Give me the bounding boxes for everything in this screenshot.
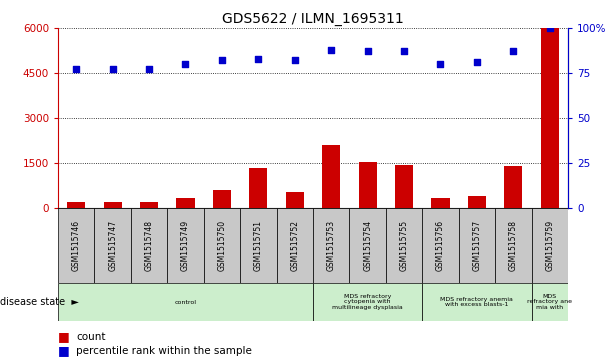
Point [472,59,482,65]
Bar [423,208,458,283]
Text: disease state  ►: disease state ► [0,297,79,307]
Bar [359,162,377,208]
Text: GSM1515756: GSM1515756 [436,220,445,271]
Text: GSM1515749: GSM1515749 [181,220,190,271]
Point [254,56,263,61]
Bar [495,208,531,283]
Point [399,49,409,54]
Bar [249,167,268,208]
Point [181,61,190,67]
Text: MDS
refractory ane
mia with: MDS refractory ane mia with [527,294,572,310]
Text: count: count [76,332,106,342]
Point [508,49,518,54]
Point [108,66,117,72]
Text: MDS refractory anemia
with excess blasts-1: MDS refractory anemia with excess blasts… [440,297,513,307]
Text: MDS refractory
cytopenia with
multilineage dysplasia: MDS refractory cytopenia with multilinea… [332,294,403,310]
Bar [240,208,277,283]
Bar [204,208,240,283]
Text: control: control [174,299,196,305]
Bar [350,208,386,283]
Bar [322,145,340,208]
Bar [468,196,486,208]
Bar [94,208,131,283]
Point [144,66,154,72]
Text: percentile rank within the sample: percentile rank within the sample [76,346,252,356]
Bar [458,208,495,283]
Point [363,49,373,54]
Text: ■: ■ [58,344,70,358]
Bar [67,202,85,208]
Bar [103,202,122,208]
Point [217,57,227,63]
Bar [131,208,167,283]
Bar [423,283,531,321]
Text: GSM1515753: GSM1515753 [326,220,336,271]
Text: GSM1515746: GSM1515746 [72,220,81,271]
Point [71,66,81,72]
Title: GDS5622 / ILMN_1695311: GDS5622 / ILMN_1695311 [222,12,404,25]
Bar [313,283,423,321]
Text: GSM1515747: GSM1515747 [108,220,117,271]
Point [290,57,300,63]
Point [545,25,554,31]
Bar [213,190,231,208]
Bar [386,208,423,283]
Bar [277,208,313,283]
Bar [58,283,313,321]
Bar [432,197,449,208]
Text: GSM1515750: GSM1515750 [218,220,226,271]
Bar [504,166,522,208]
Bar [541,28,559,208]
Text: GSM1515757: GSM1515757 [472,220,482,271]
Bar [286,192,304,208]
Text: GSM1515751: GSM1515751 [254,220,263,271]
Point [436,61,446,67]
Bar [140,202,158,208]
Text: GSM1515754: GSM1515754 [363,220,372,271]
Bar [531,208,568,283]
Bar [176,197,195,208]
Text: GSM1515759: GSM1515759 [545,220,554,271]
Text: GSM1515752: GSM1515752 [290,220,299,271]
Bar [531,283,568,321]
Point [326,47,336,53]
Text: ■: ■ [58,330,70,343]
Bar [58,208,94,283]
Bar [167,208,204,283]
Text: GSM1515748: GSM1515748 [145,220,154,271]
Text: GSM1515755: GSM1515755 [399,220,409,271]
Bar [313,208,350,283]
Bar [395,164,413,208]
Text: GSM1515758: GSM1515758 [509,220,518,271]
